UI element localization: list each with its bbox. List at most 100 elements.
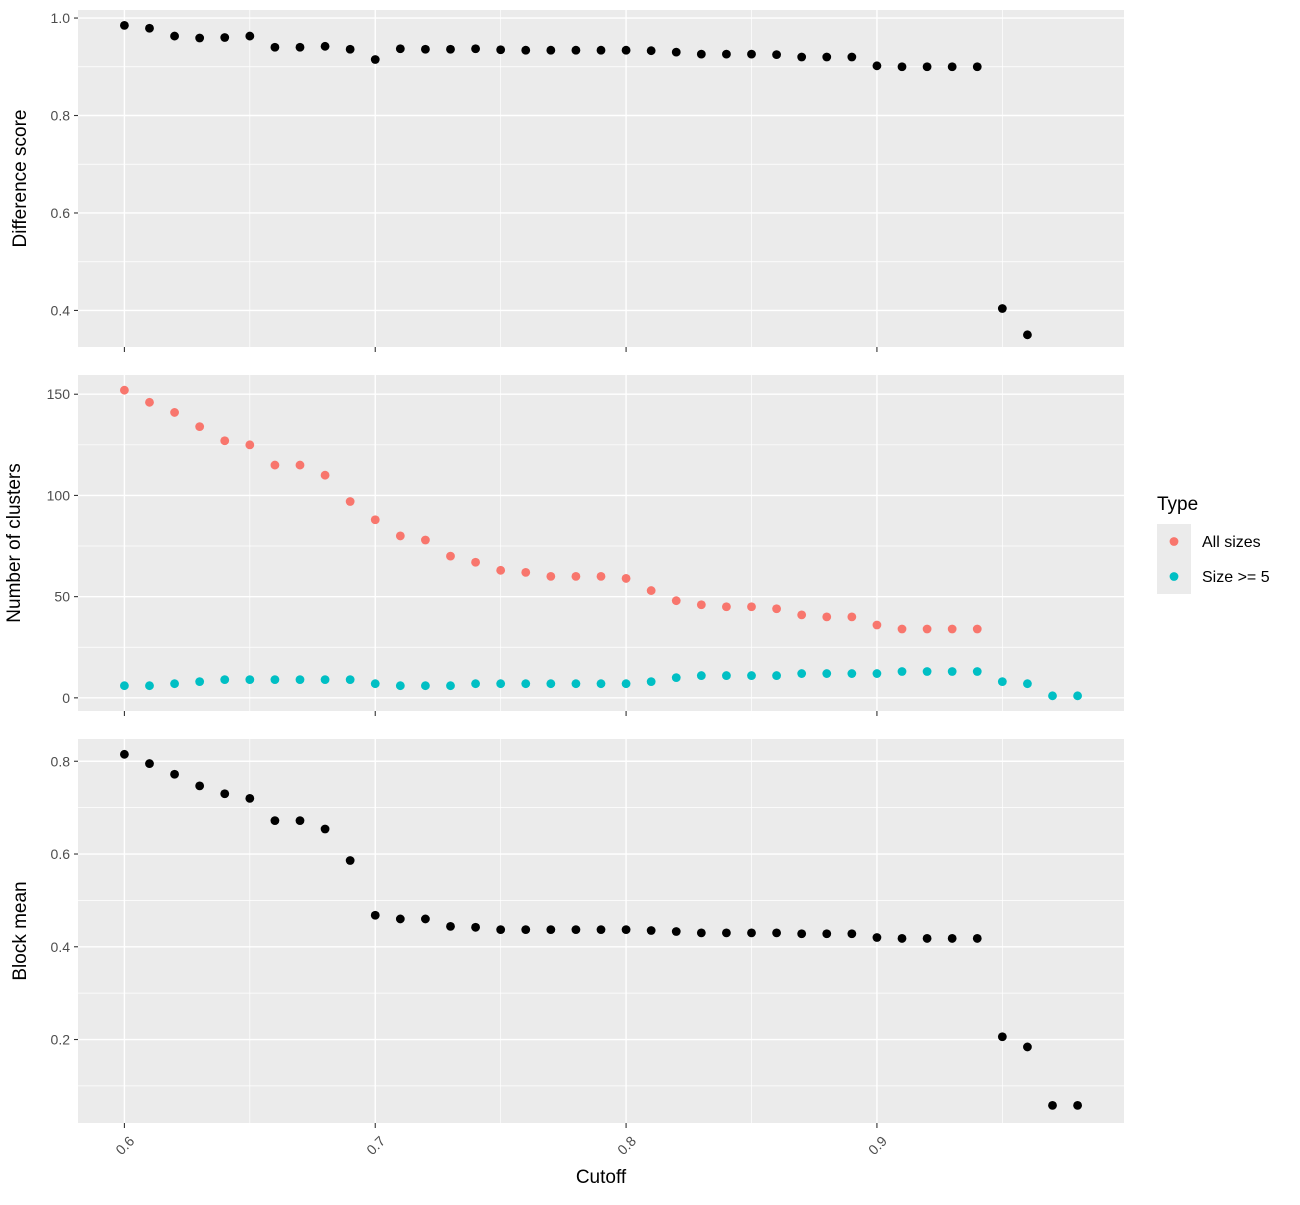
data-point bbox=[446, 44, 455, 54]
data-point bbox=[320, 470, 330, 480]
data-point bbox=[571, 45, 581, 55]
data-point bbox=[1023, 1042, 1032, 1052]
data-point bbox=[446, 681, 455, 691]
data-point bbox=[997, 677, 1007, 687]
data-point bbox=[571, 679, 581, 689]
data-point bbox=[872, 620, 882, 630]
x-tick-label: 0.8 bbox=[614, 1133, 639, 1158]
series-points bbox=[120, 20, 1032, 340]
data-point bbox=[822, 52, 832, 62]
series-all-sizes bbox=[120, 385, 982, 634]
data-point bbox=[922, 624, 932, 634]
data-point bbox=[872, 933, 882, 942]
data-point bbox=[395, 914, 405, 924]
data-point bbox=[471, 44, 480, 54]
panel-difference-score: 0.4 0.6 0.8 1.0 Difference score bbox=[10, 10, 1124, 352]
panel-block-mean: 0.2 0.4 0.6 0.8 Block mean bbox=[10, 739, 1124, 1128]
data-point bbox=[872, 669, 882, 678]
y-tick-label: 1.0 bbox=[51, 10, 71, 26]
data-point bbox=[571, 571, 581, 581]
panel-background bbox=[78, 375, 1124, 711]
data-point bbox=[847, 612, 857, 622]
data-point bbox=[370, 515, 380, 525]
data-point bbox=[947, 62, 957, 72]
data-point bbox=[1048, 691, 1057, 701]
data-point bbox=[747, 928, 756, 938]
data-point bbox=[797, 669, 807, 678]
data-point bbox=[922, 62, 932, 72]
y-tick-label: 0.4 bbox=[51, 302, 71, 318]
data-point bbox=[772, 928, 781, 938]
data-point bbox=[997, 1032, 1007, 1042]
legend-key bbox=[1169, 537, 1179, 546]
data-point bbox=[1073, 691, 1082, 701]
data-point bbox=[772, 604, 781, 614]
x-tick-label: 0.7 bbox=[363, 1133, 388, 1158]
data-point bbox=[1073, 1100, 1082, 1110]
data-point bbox=[847, 52, 857, 62]
data-point bbox=[145, 23, 154, 33]
data-point bbox=[195, 677, 205, 687]
y-tick-label: 0.8 bbox=[51, 753, 71, 769]
data-point bbox=[1023, 330, 1032, 340]
data-point bbox=[170, 769, 179, 779]
data-point bbox=[1023, 679, 1032, 689]
y-tick-label: 100 bbox=[47, 487, 71, 503]
data-point bbox=[947, 667, 957, 676]
data-point bbox=[295, 675, 305, 685]
y-axis-title: Block mean bbox=[10, 881, 31, 980]
data-point bbox=[270, 816, 280, 826]
data-point bbox=[797, 610, 807, 620]
data-point bbox=[621, 925, 631, 935]
data-point bbox=[922, 667, 932, 676]
y-tick-label: 150 bbox=[47, 386, 71, 402]
y-tick-label: 0.6 bbox=[51, 205, 71, 221]
data-point bbox=[822, 929, 832, 939]
data-point bbox=[370, 910, 380, 920]
data-point bbox=[596, 679, 606, 689]
data-point bbox=[972, 934, 982, 943]
data-point bbox=[621, 679, 631, 689]
data-point bbox=[295, 42, 305, 52]
data-point bbox=[947, 934, 957, 943]
data-point bbox=[772, 671, 781, 680]
data-point bbox=[671, 596, 681, 606]
data-point bbox=[521, 567, 531, 577]
data-point bbox=[671, 47, 681, 57]
data-point bbox=[145, 397, 154, 407]
data-point bbox=[471, 557, 480, 567]
data-point bbox=[421, 44, 430, 54]
data-point bbox=[120, 681, 129, 691]
data-point bbox=[696, 600, 706, 610]
data-point bbox=[722, 49, 731, 59]
data-point bbox=[345, 856, 355, 865]
data-point bbox=[370, 679, 380, 689]
y-tick-label: 0.2 bbox=[51, 1032, 71, 1048]
data-point bbox=[747, 602, 756, 612]
x-tick-label: 0.6 bbox=[112, 1133, 137, 1158]
data-point bbox=[421, 914, 430, 924]
y-tick-label: 0 bbox=[62, 690, 70, 706]
data-point bbox=[571, 925, 581, 935]
data-point bbox=[120, 385, 129, 395]
y-axis-title: Number of clusters bbox=[4, 463, 25, 622]
data-point bbox=[220, 33, 230, 42]
data-point bbox=[270, 675, 280, 685]
data-point bbox=[897, 667, 907, 676]
data-point bbox=[722, 602, 731, 612]
data-point bbox=[145, 681, 154, 691]
y-tick-label: 0.4 bbox=[51, 939, 71, 955]
data-point bbox=[546, 45, 556, 55]
data-point bbox=[446, 551, 455, 561]
data-point bbox=[220, 436, 230, 446]
data-point bbox=[696, 49, 706, 59]
data-point bbox=[471, 922, 480, 932]
data-point bbox=[395, 531, 405, 541]
data-point bbox=[245, 793, 255, 803]
data-point bbox=[922, 934, 932, 943]
data-point bbox=[170, 31, 179, 41]
data-point bbox=[195, 781, 205, 791]
data-point bbox=[972, 667, 982, 676]
data-point bbox=[847, 669, 857, 678]
